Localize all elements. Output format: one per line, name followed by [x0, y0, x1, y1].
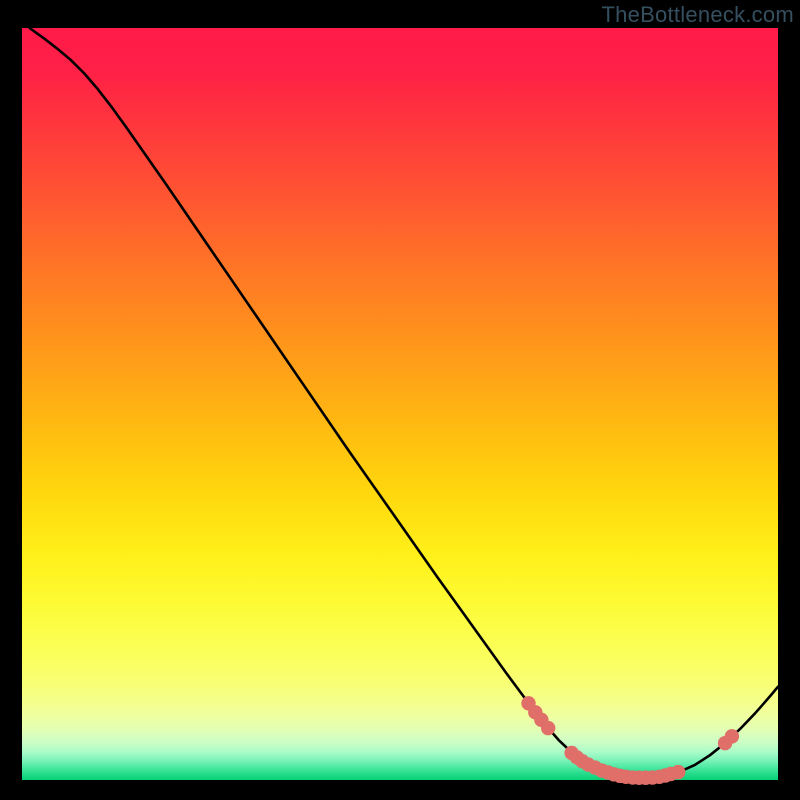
data-marker — [725, 729, 739, 743]
data-marker — [541, 721, 555, 735]
bottleneck-chart — [0, 0, 800, 800]
chart-container: TheBottleneck.com — [0, 0, 800, 800]
data-marker — [671, 765, 685, 779]
watermark-text: TheBottleneck.com — [601, 2, 794, 28]
